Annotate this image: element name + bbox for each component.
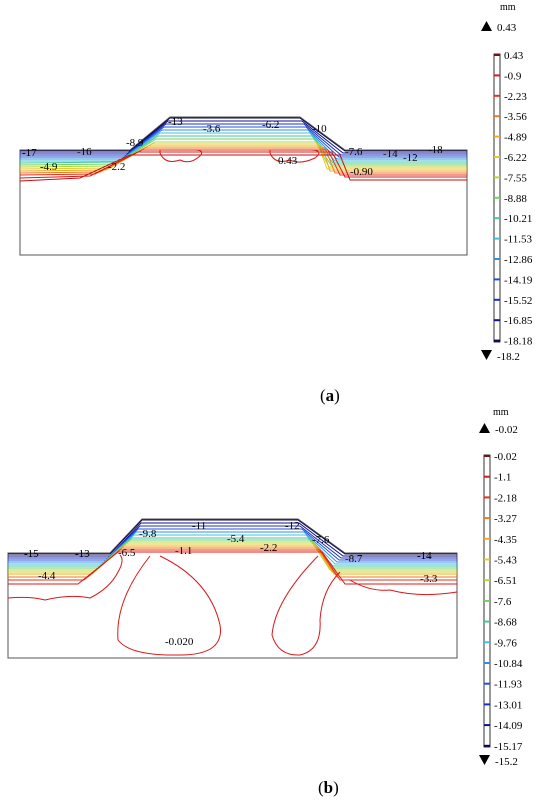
max-arrow-icon	[481, 21, 492, 31]
contour-label: -14	[383, 148, 398, 160]
legend-level-label: -3.56	[504, 111, 527, 123]
contour-label: -14	[417, 550, 432, 562]
legend-b-swatches: -0.02 -1.1 -2.18 -3.27 -4.35 -5.43 -6.51 -7.6 -8…	[484, 451, 523, 753]
legend-max: -0.02	[495, 424, 518, 436]
contour-label: -15	[24, 548, 39, 560]
contour-label: -10	[312, 123, 327, 135]
legend-level-label: -18.18	[504, 336, 533, 348]
legend-level-label: -11.93	[494, 679, 523, 691]
contour-label: -4.9	[40, 161, 58, 173]
legend-min: -15.2	[495, 756, 518, 768]
legend-level-label: -10.84	[494, 658, 523, 670]
contour-label: -3.6	[203, 123, 221, 135]
contour-label: -18	[428, 144, 443, 156]
contour-label: -0.020	[165, 636, 194, 648]
legend-a-swatches: 0.43 -0.9 -2.23 -3.56 -4.89 -6.22 -7.55 -8.88 -1…	[494, 50, 533, 348]
legend-level-label: 0.43	[504, 50, 524, 62]
caption-b: (b)	[318, 778, 339, 797]
panel-a-legend: mm 0.43 0.43 -0.9 -2.23 -3.56 -4.89 -6.22 -7.5…	[481, 2, 533, 363]
legend-level-label: -15.52	[504, 295, 532, 307]
contour-label: -1.1	[175, 545, 192, 557]
legend-level-label: -4.89	[504, 132, 527, 144]
panel-b-legend: mm -0.02 -0.02 -1.1 -2.18 -3.27 -4.35 -5.43 -6…	[479, 407, 523, 768]
panel-a-contour-plot: -17 -16 -4.9 -2.2 -8.9 -13 -3.6 -6.2 -10…	[19, 116, 468, 256]
contour-label: -13	[168, 116, 183, 128]
legend-level-label: -10.21	[504, 213, 532, 225]
legend-unit: mm	[493, 407, 509, 418]
legend-level-label: -2.18	[494, 492, 517, 504]
contour-label: -12	[403, 152, 418, 164]
legend-level-label: -9.76	[494, 637, 517, 649]
legend-level-label: -1.1	[494, 472, 511, 484]
contour-label: -7.6	[345, 146, 363, 158]
legend-level-label: -8.68	[494, 617, 517, 629]
contour-label: -7.6	[312, 534, 330, 546]
legend-level-label: -14.09	[494, 720, 523, 732]
legend-level-label: -0.9	[504, 70, 522, 82]
legend-max: 0.43	[497, 22, 517, 34]
legend-level-label: -11.53	[504, 234, 533, 246]
contour-label: -8.9	[126, 137, 144, 149]
legend-level-label: -0.02	[494, 451, 517, 463]
caption-a: (a)	[320, 386, 340, 405]
legend-level-label: -15.17	[494, 741, 523, 753]
contour-label: -9.8	[139, 528, 157, 540]
legend-unit: mm	[500, 2, 516, 13]
contour-label: -2.2	[260, 542, 277, 554]
max-arrow-icon	[479, 423, 490, 433]
contour-label: -17	[22, 147, 37, 159]
legend-level-label: -7.6	[494, 596, 512, 608]
contour-label: -4.4	[38, 570, 56, 582]
panel-b-contours	[7, 519, 458, 656]
legend-level-label: -8.88	[504, 193, 527, 205]
contour-label: -2.2	[108, 161, 125, 173]
panel-b-contour-plot: -15 -13 -6.5 -9.8 -11 -12 -7.6 -5.4 -1.1…	[7, 518, 458, 659]
contour-label: -0.90	[350, 166, 373, 178]
legend-min: -18.2	[497, 351, 520, 363]
min-arrow-icon	[481, 350, 492, 360]
legend-level-label: -16.85	[504, 315, 533, 327]
legend-level-label: -13.01	[494, 699, 522, 711]
contour-label: -8.7	[345, 553, 363, 565]
contour-label: -5.4	[227, 533, 245, 545]
contour-label: -11	[192, 520, 206, 532]
legend-level-label: -3.27	[494, 513, 517, 525]
legend-level-label: -6.51	[494, 575, 517, 587]
contour-label: -6.2	[262, 119, 279, 131]
contour-label: -13	[75, 548, 90, 560]
contour-label: -16	[77, 146, 92, 158]
contour-label: -3.3	[420, 573, 438, 585]
min-arrow-icon	[479, 755, 490, 765]
legend-level-label: -6.22	[504, 152, 527, 164]
contour-label: -6.5	[118, 547, 136, 559]
legend-level-label: -14.19	[504, 274, 533, 286]
legend-level-label: -2.23	[504, 91, 527, 103]
legend-level-label: -4.35	[494, 534, 517, 546]
panel-b-domain	[7, 518, 458, 659]
legend-level-label: -12.86	[504, 254, 533, 266]
contour-label: 0.43	[278, 155, 298, 167]
contour-label: -12	[285, 520, 300, 532]
legend-level-label: -5.43	[494, 555, 517, 567]
legend-level-label: -7.55	[504, 172, 527, 184]
panel-a-contours	[19, 117, 467, 182]
panel-a-domain	[19, 116, 468, 256]
